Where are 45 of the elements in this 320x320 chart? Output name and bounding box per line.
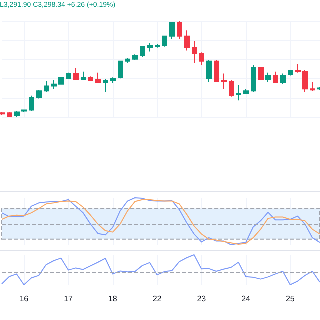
candlestick	[155, 44, 160, 48]
candlestick	[81, 71, 86, 82]
candlestick	[214, 60, 219, 83]
candlestick	[310, 82, 315, 92]
candlestick	[243, 88, 249, 94]
x-tick-label: 24	[242, 294, 252, 304]
candlestick	[132, 54, 138, 61]
candlestick	[288, 70, 293, 76]
candlestick	[199, 52, 204, 66]
candlestick	[177, 20, 182, 40]
candlestick	[118, 60, 123, 80]
x-tick-label: 16	[20, 294, 30, 304]
candlestick	[103, 79, 108, 93]
candlestick	[147, 42, 153, 52]
candlestick	[0, 112, 5, 116]
candlestick	[258, 66, 264, 80]
candlestick	[7, 112, 12, 118]
candlestick	[169, 21, 175, 40]
candlestick	[36, 90, 42, 100]
candlestick	[140, 45, 145, 58]
candlestick	[44, 80, 49, 93]
candlestick	[229, 80, 234, 98]
candlestick	[206, 60, 212, 83]
x-tick-label: 22	[152, 294, 162, 304]
candlestick	[236, 84, 241, 102]
candlestick	[192, 40, 197, 64]
candlestick	[95, 72, 101, 84]
candlestick	[251, 64, 256, 93]
candlestick	[88, 76, 93, 82]
candlestick	[162, 36, 167, 48]
candlestick	[29, 95, 34, 112]
x-tick-label: 23	[197, 294, 207, 304]
candlestick	[280, 73, 286, 85]
candlestick	[14, 110, 20, 118]
candlestick	[273, 71, 278, 84]
candlestick	[125, 58, 130, 64]
candlestick	[73, 68, 79, 82]
candlestick	[265, 72, 271, 83]
candlestick	[184, 30, 190, 52]
candlestick	[110, 77, 116, 84]
candlestick	[66, 72, 71, 80]
x-tick-label: 17	[64, 294, 74, 304]
x-tick-label: 18	[108, 294, 118, 304]
x-tick-label: 25	[286, 294, 296, 304]
candlestick	[221, 73, 227, 90]
